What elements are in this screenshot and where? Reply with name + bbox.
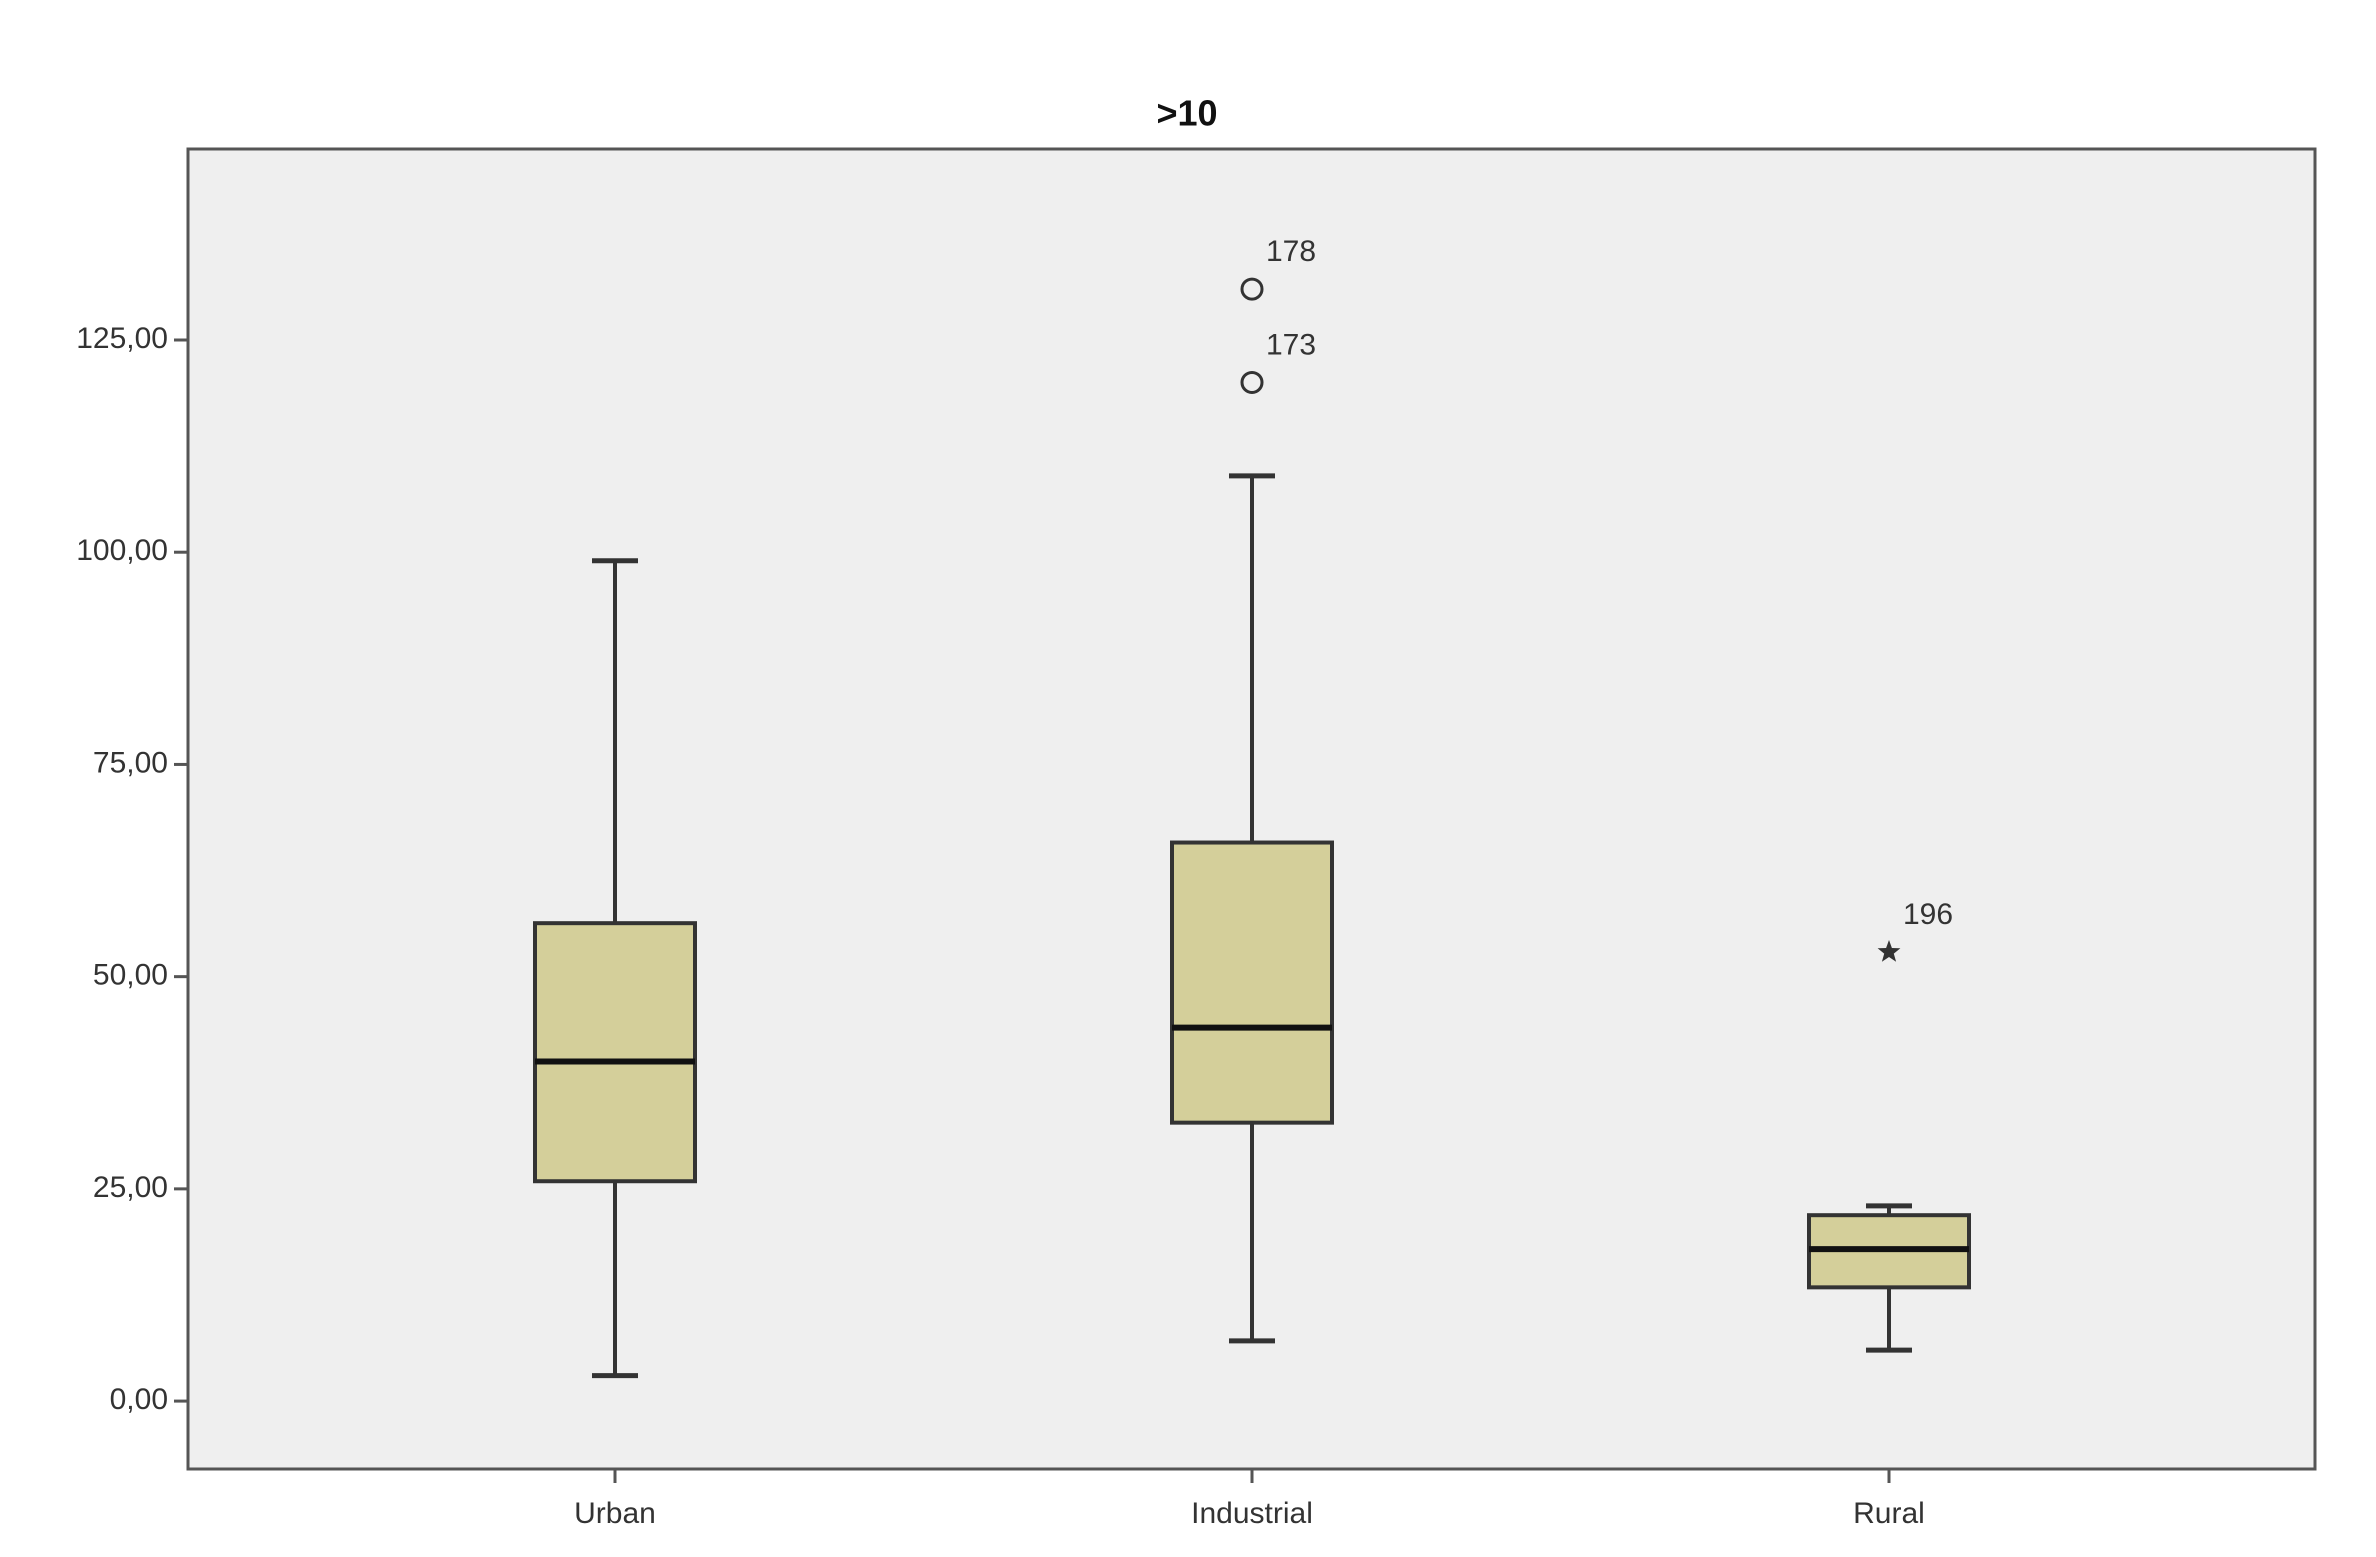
outlier-label: 196: [1903, 898, 1953, 931]
extreme-outlier: [1877, 940, 1901, 962]
y-tick-label: 0,00: [110, 1383, 168, 1416]
box: [1170, 840, 1334, 1125]
y-tick-label: 125,00: [76, 322, 168, 355]
x-tick-label: Industrial: [1191, 1497, 1313, 1530]
outlier: [1240, 370, 1264, 394]
outlier-label: 178: [1266, 235, 1316, 268]
y-tick-label: 50,00: [93, 959, 168, 992]
x-tick-label: Urban: [574, 1497, 656, 1530]
box: [533, 921, 697, 1184]
x-tick-label: Rural: [1853, 1497, 1925, 1530]
outlier: [1240, 277, 1264, 301]
chart-title: >10: [1156, 93, 1217, 134]
y-tick-label: 25,00: [93, 1171, 168, 1204]
y-tick-label: 75,00: [93, 746, 168, 779]
outlier-label: 173: [1266, 328, 1316, 361]
y-tick-label: 100,00: [76, 534, 168, 567]
